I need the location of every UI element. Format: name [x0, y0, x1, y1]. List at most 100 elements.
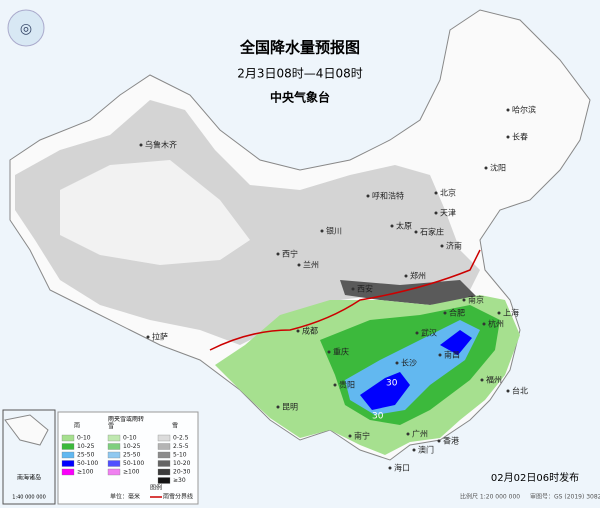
legend-swatch [107, 460, 121, 467]
legend-unit: 单位：毫米 [110, 493, 140, 501]
legend-label: 2.5-5 [173, 443, 189, 450]
legend-label: ≥30 [173, 477, 186, 484]
city-label: 武汉 [421, 328, 437, 338]
agency: 中央气象台 [270, 90, 330, 105]
inset-scale: 1:40 000 000 [12, 495, 46, 501]
city-dot [348, 434, 352, 438]
legend-heading: 雪 [172, 423, 178, 430]
city-dot [333, 383, 337, 387]
city-label: 上海 [503, 308, 519, 318]
city-label: 沈阳 [490, 163, 506, 173]
legend-label: 25-50 [123, 452, 141, 459]
rain-snow-boundary [209, 249, 481, 351]
city-label: 成都 [302, 326, 318, 336]
legend-label: 25-50 [77, 452, 95, 459]
city-label: 贵阳 [339, 380, 355, 390]
legend-swatch [157, 468, 171, 476]
city-dot [297, 263, 301, 267]
city-label: 天津 [440, 208, 456, 218]
city-dot [484, 166, 488, 170]
legend-label: 0-10 [77, 435, 91, 442]
city-label: 西安 [357, 284, 373, 294]
legend-swatch [107, 468, 121, 476]
city-label: 兰州 [303, 260, 319, 270]
legend-label: 0-10 [123, 435, 137, 442]
city-dot [390, 224, 394, 228]
city-dot [395, 361, 399, 365]
city-label: 昆明 [282, 403, 298, 412]
city-label: 太原 [396, 221, 412, 231]
city-label: 石家庄 [420, 227, 444, 237]
legend-frame [57, 411, 199, 505]
city-label: 香港 [443, 436, 459, 446]
legend-boundary: 雨雪分界线 [163, 493, 193, 501]
legend: 雨 雨夹雪或雨转雪 雪 单位：毫米 雨雪分界线 图例 0-1010-2525-5… [57, 411, 199, 505]
inset-land [4, 414, 49, 446]
city-dot [434, 191, 438, 195]
city-dot [414, 230, 418, 234]
city-dot [437, 439, 441, 443]
city-dot [415, 331, 419, 335]
city-label: 西宁 [282, 249, 298, 259]
city-label: 台北 [512, 386, 528, 396]
city-dot [406, 432, 410, 436]
city-dot [506, 108, 510, 112]
city-dot [320, 229, 324, 233]
rainstorm [360, 330, 472, 410]
contour-label: 30 [386, 379, 398, 389]
legend-label: ≥100 [77, 469, 94, 476]
city-dot [438, 353, 442, 357]
city-label: 呼和浩特 [372, 191, 404, 201]
legend-swatch [61, 434, 75, 442]
city-label: 长沙 [401, 358, 417, 368]
legend-swatch [107, 434, 121, 442]
city-dot [497, 311, 501, 315]
legend-heading: 雨 [74, 423, 80, 430]
inset: 南海诸岛 1:40 000 000 [2, 409, 56, 505]
city-dot [506, 135, 510, 139]
legend-label: 20-30 [173, 469, 191, 476]
city-dot [146, 335, 150, 339]
logo: ◎ [7, 9, 45, 47]
city-dot [366, 194, 370, 198]
city-dot [351, 287, 355, 291]
city-label: 杭州 [488, 319, 504, 329]
city-label: 福州 [486, 376, 502, 385]
city-dot [276, 405, 280, 409]
city-label: 哈尔滨 [512, 105, 536, 115]
city-dot [139, 143, 143, 147]
legend-swatch [157, 434, 171, 442]
city-label: 长春 [512, 132, 528, 142]
legend-swatch [107, 451, 121, 459]
heavy-snow [340, 280, 480, 305]
legend-label: 10-25 [123, 443, 141, 450]
city-label: 海口 [394, 463, 410, 473]
city-label: 北京 [440, 188, 456, 198]
legend-label: 50-100 [123, 460, 144, 467]
city-label: 南京 [468, 295, 484, 305]
issued: 02月02日06时发布 [491, 471, 579, 484]
inset-label: 南海诸岛 [17, 474, 41, 482]
legend-swatch [157, 460, 171, 467]
legend-label: ≥100 [123, 469, 140, 476]
city-label: 乌鲁木齐 [145, 140, 177, 150]
city-dot [440, 244, 444, 248]
legend-other: 图例 [150, 484, 162, 492]
contour-label: 30 [372, 412, 384, 422]
legend-swatch [61, 468, 75, 476]
city-label: 郑州 [410, 271, 426, 281]
legend-label: 50-100 [77, 460, 98, 467]
city-dot [296, 329, 300, 333]
legend-swatch [61, 451, 75, 459]
svg-text:◎: ◎ [20, 21, 32, 37]
legend-label: 5-10 [173, 452, 187, 459]
city-label: 济南 [446, 241, 462, 251]
title: 全国降水量预报图 [239, 39, 360, 57]
city-label: 银川 [326, 226, 342, 236]
legend-label: 10-20 [173, 460, 191, 467]
city-dot [443, 311, 447, 315]
city-dot [434, 211, 438, 215]
city-label: 拉萨 [152, 332, 168, 342]
legend-label: 0-2.5 [173, 435, 189, 442]
city-dot [412, 448, 416, 452]
